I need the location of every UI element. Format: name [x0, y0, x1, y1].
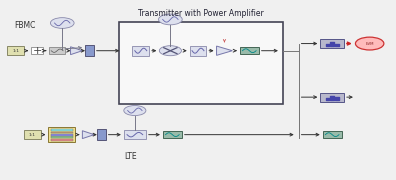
Circle shape: [158, 14, 182, 25]
Circle shape: [50, 18, 74, 28]
FancyBboxPatch shape: [320, 93, 344, 102]
Circle shape: [159, 46, 181, 56]
Circle shape: [356, 37, 384, 50]
FancyBboxPatch shape: [51, 136, 72, 138]
FancyBboxPatch shape: [85, 45, 94, 56]
Circle shape: [124, 105, 146, 116]
FancyBboxPatch shape: [124, 130, 146, 139]
FancyBboxPatch shape: [51, 134, 72, 136]
Polygon shape: [82, 131, 94, 139]
FancyBboxPatch shape: [190, 46, 206, 56]
FancyBboxPatch shape: [97, 129, 106, 140]
FancyBboxPatch shape: [48, 127, 75, 142]
FancyBboxPatch shape: [323, 131, 342, 138]
Text: LTE: LTE: [125, 152, 137, 161]
Text: FBMC: FBMC: [15, 21, 36, 30]
FancyBboxPatch shape: [51, 129, 72, 131]
Text: Transmitter with Power Amplifier: Transmitter with Power Amplifier: [138, 9, 264, 18]
FancyBboxPatch shape: [51, 139, 72, 141]
Text: 1:1: 1:1: [12, 49, 19, 53]
FancyBboxPatch shape: [31, 47, 43, 55]
FancyBboxPatch shape: [163, 131, 182, 138]
FancyBboxPatch shape: [119, 22, 283, 104]
FancyBboxPatch shape: [8, 46, 24, 55]
Polygon shape: [217, 46, 232, 55]
Polygon shape: [70, 47, 82, 55]
FancyBboxPatch shape: [51, 132, 72, 134]
Text: EVM: EVM: [366, 42, 374, 46]
FancyBboxPatch shape: [320, 39, 344, 48]
FancyBboxPatch shape: [24, 130, 40, 139]
Text: +: +: [32, 46, 42, 56]
Text: 1:1: 1:1: [29, 133, 36, 137]
FancyBboxPatch shape: [49, 47, 65, 55]
FancyBboxPatch shape: [133, 46, 149, 56]
FancyBboxPatch shape: [240, 47, 259, 54]
